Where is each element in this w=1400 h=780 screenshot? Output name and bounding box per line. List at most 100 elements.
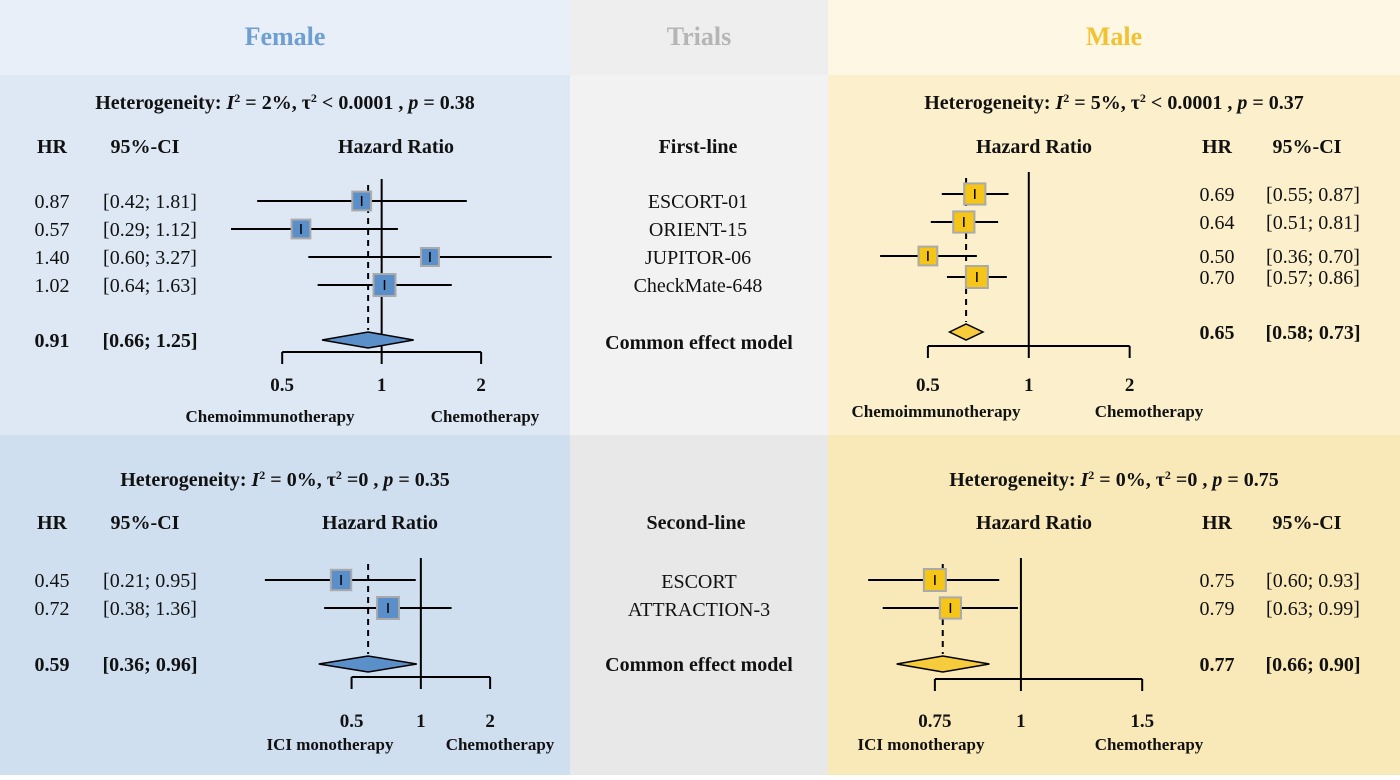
favors-left-label: ICI monotherapy [266,735,394,754]
hr-column-header: HR [37,136,68,158]
study-hr-value: 0.50 [1200,246,1235,268]
forest-panel-male-first-line: Heterogeneity: I2 = 5%, τ2 < 0.0001 , p … [851,91,1360,421]
x-axis-tick-label: 2 [485,711,495,732]
study-hr-value: 0.57 [35,219,70,241]
heterogeneity-text: Heterogeneity: I2 = 2%, τ2 < 0.0001 , p … [95,91,474,114]
x-axis-tick-label: 1 [377,375,387,396]
heterogeneity-text: Heterogeneity: I2 = 5%, τ2 < 0.0001 , p … [924,91,1303,114]
female-header-bg [0,0,570,75]
study-hr-value: 0.64 [1200,212,1235,234]
study-ci-value: [0.29; 1.12] [103,219,197,241]
hazard-ratio-header: Hazard Ratio [976,136,1092,158]
trial-name-escort-01: ESCORT-01 [648,191,748,213]
study-hr-value: 0.70 [1200,267,1235,289]
trial-name-orient-15: ORIENT-15 [649,219,747,241]
study-hr-value: 1.02 [35,275,70,297]
forest-panel-male-second-line: Heterogeneity: I2 = 0%, τ2 =0 , p = 0.75… [857,468,1360,754]
study-ci-value: [0.60; 0.93] [1266,570,1360,592]
hazard-ratio-header: Hazard Ratio [322,512,438,534]
study-ci-value: [0.21; 0.95] [103,570,197,592]
pooled-ci-value: [0.66; 1.25] [103,330,198,352]
hr-column-header: HR [37,512,68,534]
study-ci-value: [0.60; 3.27] [103,247,197,269]
ci-column-header: 95%-CI [111,136,180,158]
study-hr-value: 0.79 [1200,598,1235,620]
x-axis-tick-label: 0.5 [270,375,294,396]
pooled-diamond [321,331,414,349]
pooled-hr-value: 0.77 [1200,654,1235,676]
heterogeneity-text: Heterogeneity: I2 = 0%, τ2 =0 , p = 0.35 [120,468,449,491]
ci-column-header: 95%-CI [1273,512,1342,534]
study-ci-value: [0.64; 1.63] [103,275,197,297]
forest-panels: Heterogeneity: I2 = 2%, τ2 < 0.0001 , p … [35,91,1361,754]
male-header: Male [1086,22,1142,51]
study-hr-value: 0.45 [35,570,70,592]
female-header: Female [245,22,326,51]
favors-right-label: Chemotherapy [1095,402,1204,421]
favors-right-label: Chemotherapy [446,735,555,754]
favors-left-label: ICI monotherapy [857,735,985,754]
pooled-hr-value: 0.65 [1200,322,1235,344]
female-top-bg [0,75,570,435]
x-axis-tick-label: 1.5 [1130,711,1154,732]
study-ci-value: [0.38; 1.36] [103,598,197,620]
pooled-hr-value: 0.59 [35,654,70,676]
forest-panel-female-first-line: Heterogeneity: I2 = 2%, τ2 < 0.0001 , p … [35,91,552,426]
trials-header-bg [570,0,828,75]
pooled-diamond [947,323,985,341]
study-ci-value: [0.55; 0.87] [1266,184,1360,206]
favors-right-label: Chemotherapy [1095,735,1204,754]
trials-bottom-bg [570,435,828,775]
x-axis-tick-label: 0.5 [916,375,940,396]
study-hr-value: 0.72 [35,598,70,620]
favors-left-label: Chemoimmunotherapy [851,402,1021,421]
male-bottom-bg [828,435,1400,775]
pooled-diamond [896,655,990,673]
hr-column-header: HR [1202,136,1233,158]
pooled-ci-value: [0.58; 0.73] [1266,322,1361,344]
forest-panel-female-second-line: Heterogeneity: I2 = 0%, τ2 =0 , p = 0.35… [35,468,555,754]
pooled-ci-value: [0.66; 0.90] [1266,654,1361,676]
study-ci-value: [0.51; 0.81] [1266,212,1360,234]
hazard-ratio-header: Hazard Ratio [976,512,1092,534]
x-axis-tick-label: 1 [1024,375,1034,396]
first-line-pooled-label: Common effect model [605,332,793,354]
study-hr-value: 1.40 [35,247,70,269]
trials-top-bg [570,75,828,435]
x-axis-tick-label: 1 [416,711,426,732]
x-axis-tick-label: 0.75 [918,711,951,732]
second-line-pooled-label: Common effect model [605,654,793,676]
ci-column-header: 95%-CI [1273,136,1342,158]
hazard-ratio-header: Hazard Ratio [338,136,454,158]
study-hr-value: 0.75 [1200,570,1235,592]
favors-left-label: Chemoimmunotherapy [185,407,355,426]
study-ci-value: [0.57; 0.86] [1266,267,1360,289]
x-axis-tick-label: 0.5 [340,711,364,732]
study-hr-value: 0.87 [35,191,70,213]
study-ci-value: [0.42; 1.81] [103,191,197,213]
ci-column-header: 95%-CI [111,512,180,534]
x-axis-tick-label: 2 [476,375,486,396]
trial-name-checkmate-648: CheckMate-648 [634,275,763,297]
second-line-heading: Second-line [647,512,746,534]
trial-name-escort: ESCORT [661,571,736,593]
pooled-hr-value: 0.91 [35,330,70,352]
study-hr-value: 0.69 [1200,184,1235,206]
female-bottom-bg [0,435,570,775]
trial-name-jupitor-06: JUPITOR-06 [645,247,751,269]
first-line-heading: First-line [659,136,738,158]
hr-column-header: HR [1202,512,1233,534]
study-ci-value: [0.63; 0.99] [1266,598,1360,620]
pooled-diamond [318,655,417,673]
male-header-bg [828,0,1400,75]
study-ci-value: [0.36; 0.70] [1266,246,1360,268]
trials-header: Trials [667,22,732,51]
pooled-ci-value: [0.36; 0.96] [103,654,198,676]
trial-name-attraction-3: ATTRACTION-3 [628,599,770,621]
x-axis-tick-label: 2 [1125,375,1135,396]
heterogeneity-text: Heterogeneity: I2 = 0%, τ2 =0 , p = 0.75 [949,468,1278,491]
x-axis-tick-label: 1 [1016,711,1026,732]
favors-right-label: Chemotherapy [431,407,540,426]
